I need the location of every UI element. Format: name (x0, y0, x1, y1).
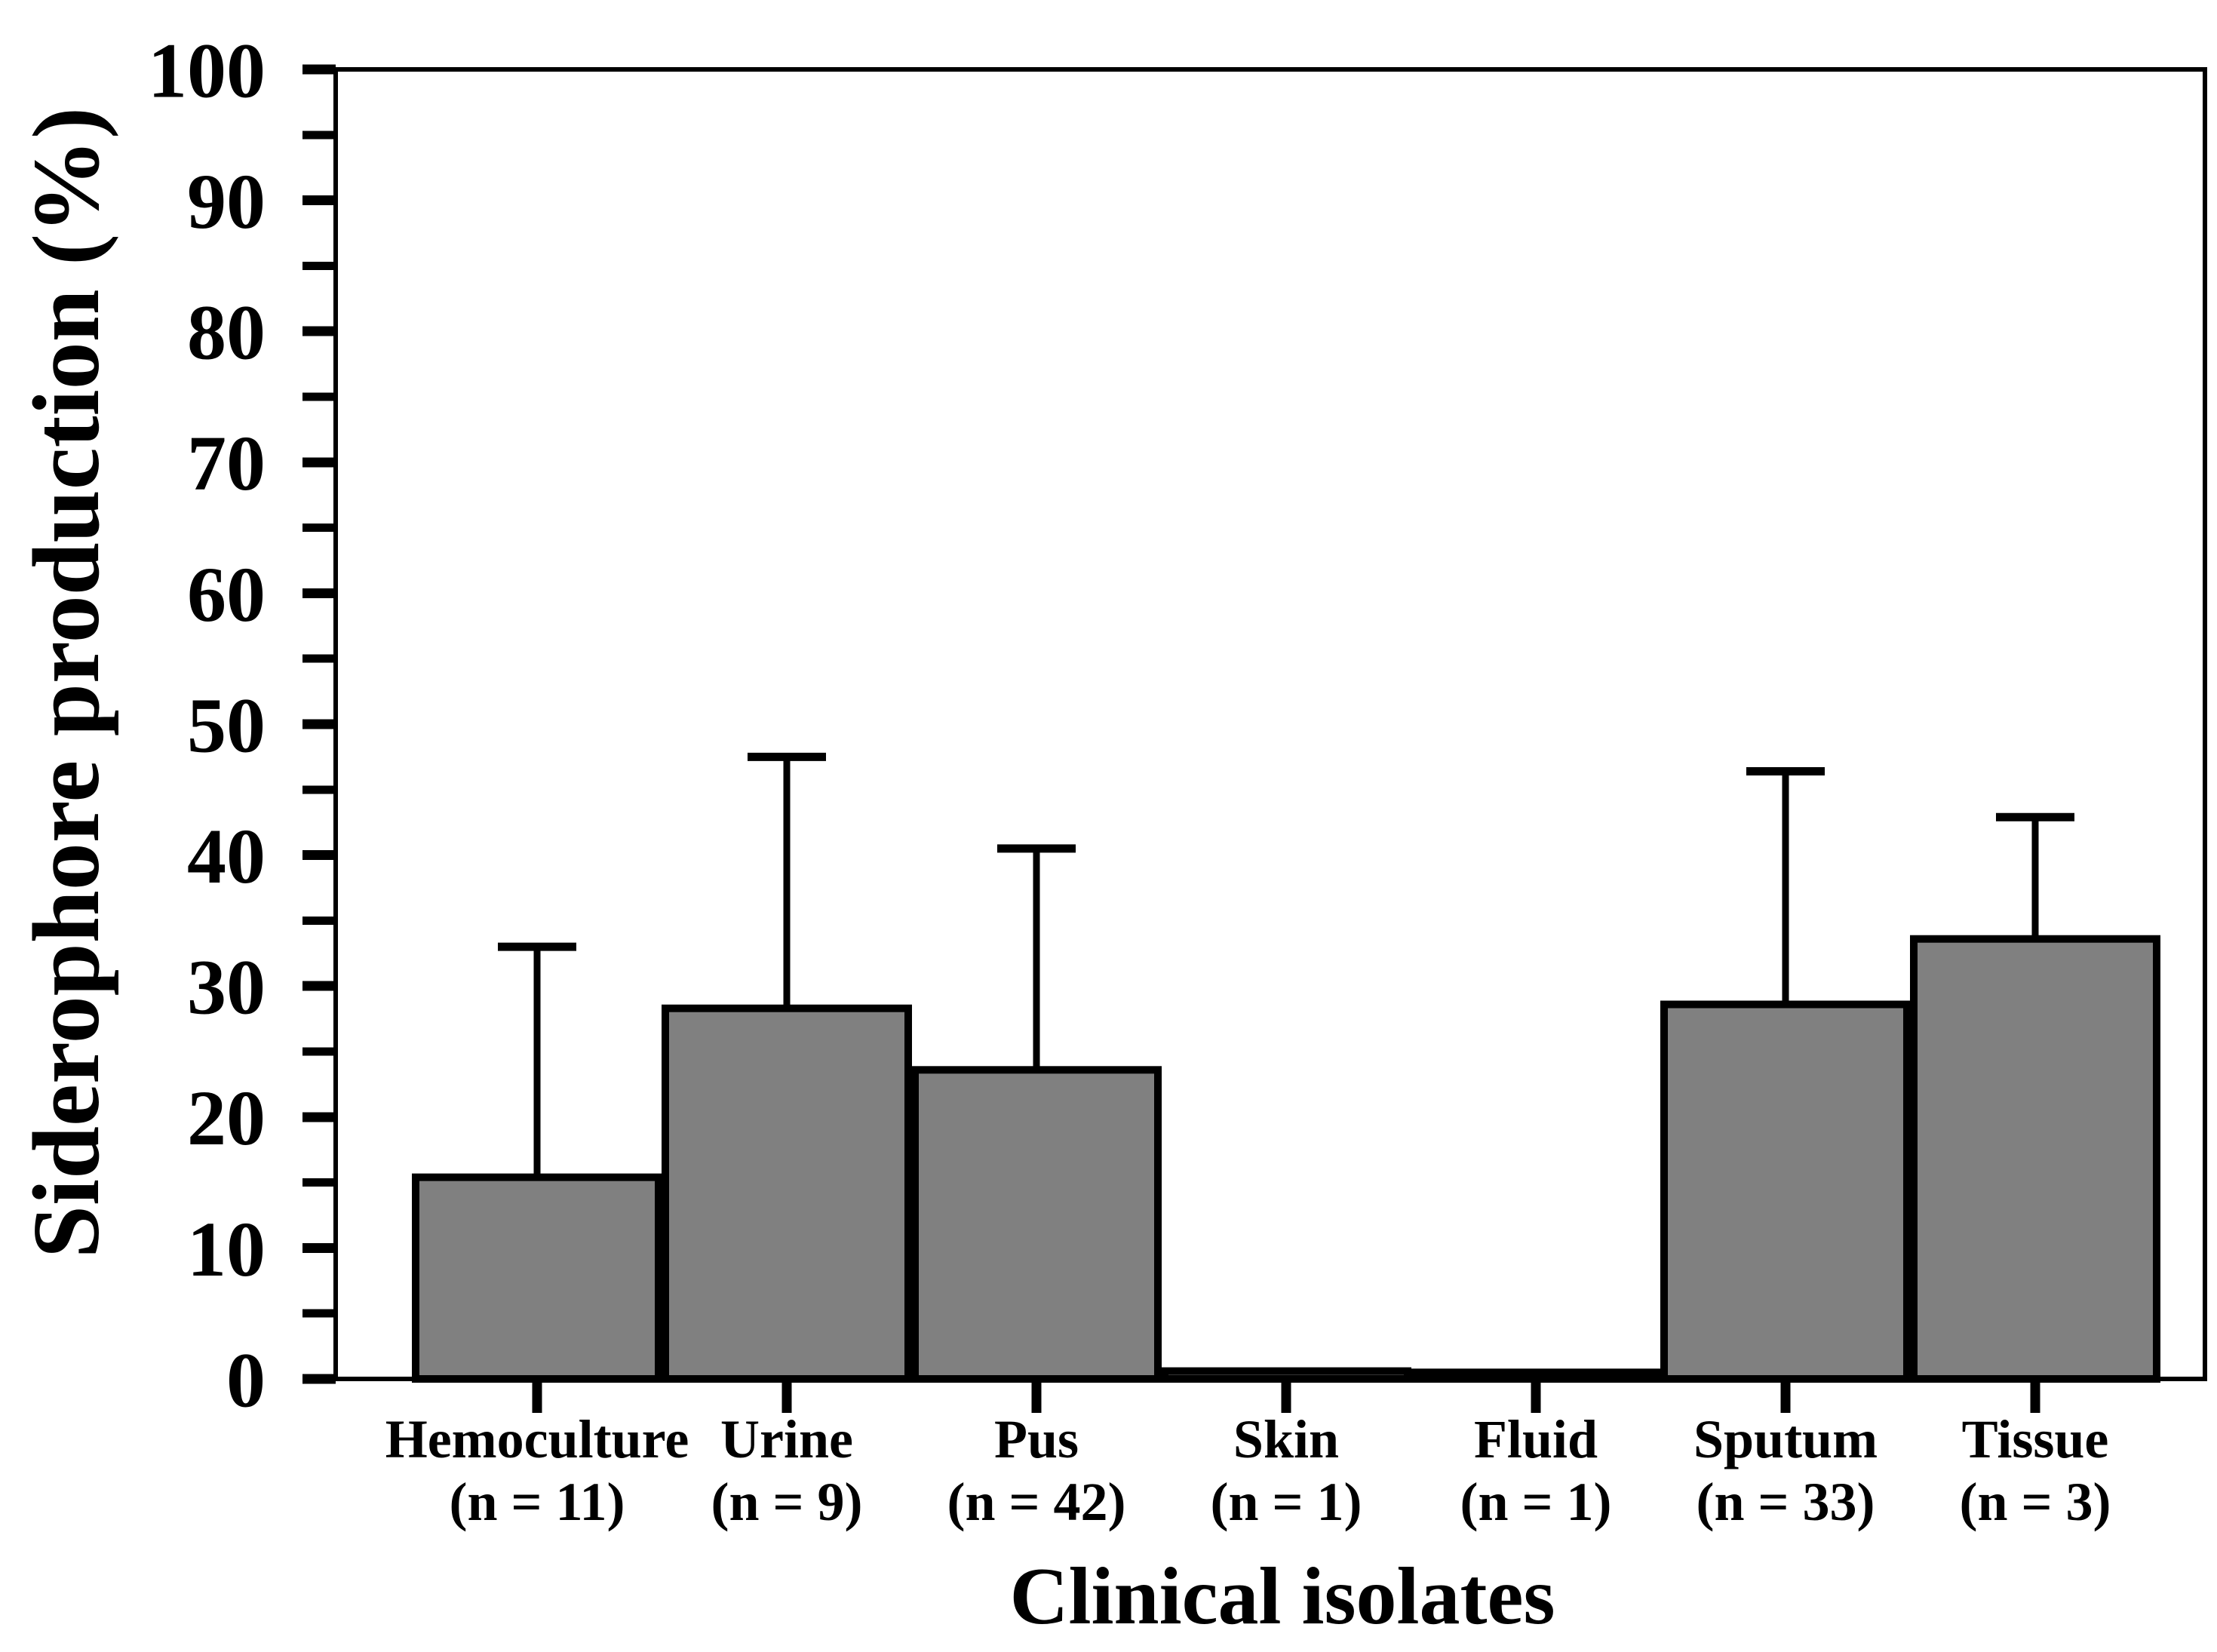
bar-urine (662, 1004, 912, 1383)
category-sublabel-urine: (n = 9) (711, 1472, 862, 1532)
labels-group: 0 10 20 30 40 50 60 70 80 90 100 Hemoculture(n = 11… (148, 27, 2111, 1532)
category-sublabel-skin: (n = 1) (1210, 1472, 1362, 1532)
category-sublabel-pus: (n = 42) (947, 1472, 1125, 1532)
y-tick-label-10: 10 (187, 1206, 266, 1293)
category-sublabel-hemoculture: (n = 11) (449, 1472, 625, 1532)
bar-fluid (1411, 1368, 1661, 1383)
y-tick-label-0: 0 (226, 1337, 266, 1423)
category-sublabel-sputum: (n = 33) (1696, 1472, 1875, 1532)
y-tick-label-100: 100 (148, 27, 266, 114)
y-axis-title: Siderophore production (%) (14, 107, 119, 1258)
bars-group (412, 752, 2160, 1383)
x-axis-title: Clinical isolates (1010, 1552, 1555, 1641)
y-tick-label-30: 30 (187, 944, 266, 1031)
category-label-fluid: Fluid (1474, 1409, 1598, 1469)
y-tick-label-60: 60 (187, 551, 266, 638)
y-tick-label-70: 70 (187, 420, 266, 507)
category-label-pus: Pus (994, 1409, 1079, 1469)
y-tick-label-20: 20 (187, 1075, 266, 1162)
y-tick-label-50: 50 (187, 682, 266, 769)
axis-ticks (302, 64, 2040, 1413)
bar-sputum (1660, 1000, 1911, 1383)
category-label-sputum: Sputum (1693, 1409, 1878, 1469)
category-sublabel-fluid: (n = 1) (1460, 1472, 1611, 1532)
category-label-urine: Urine (720, 1409, 853, 1469)
y-tick-label-90: 90 (187, 158, 266, 245)
bar-hemoculture (412, 1173, 662, 1383)
bar-pus (911, 1066, 1162, 1383)
category-label-skin: Skin (1233, 1409, 1339, 1469)
category-sublabel-tissue: (n = 3) (1959, 1472, 2111, 1532)
bar-tissue (1910, 935, 2160, 1383)
category-label-tissue: Tissue (1962, 1409, 2109, 1469)
y-tick-label-80: 80 (187, 290, 266, 376)
category-label-hemoculture: Hemoculture (385, 1409, 689, 1469)
y-tick-label-40: 40 (187, 813, 266, 900)
bar-skin (1161, 1367, 1411, 1383)
